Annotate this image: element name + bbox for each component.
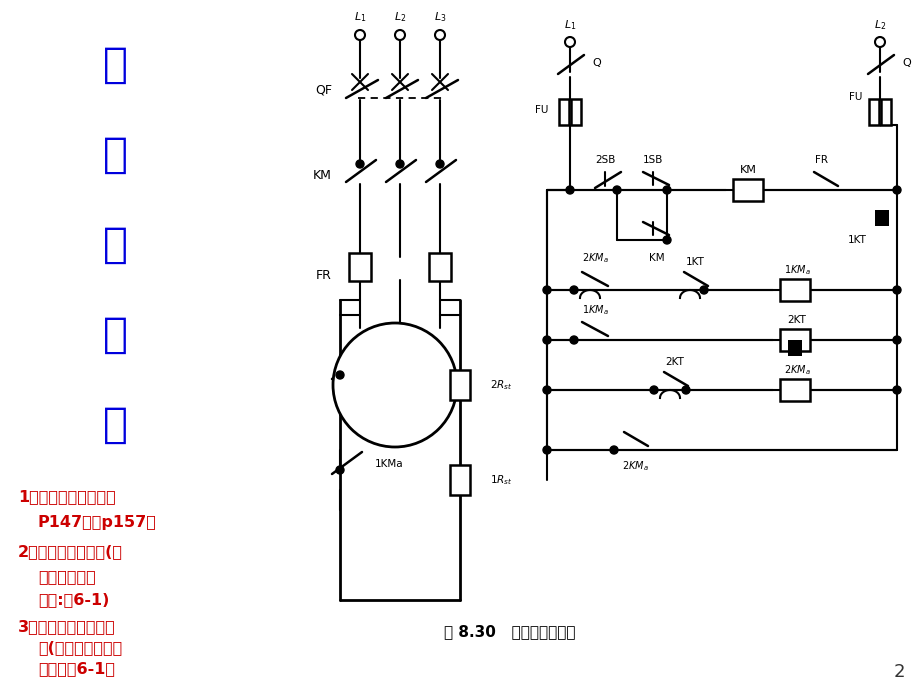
Text: 见(旧书：附录二，: 见(旧书：附录二， bbox=[38, 640, 122, 656]
Circle shape bbox=[892, 336, 900, 344]
Text: FR: FR bbox=[814, 155, 828, 165]
Bar bbox=[779, 329, 809, 351]
Text: 1SB: 1SB bbox=[642, 155, 663, 165]
Text: Q: Q bbox=[591, 58, 600, 68]
Text: $2KM_a$: $2KM_a$ bbox=[621, 459, 648, 473]
Circle shape bbox=[333, 323, 457, 447]
Bar bbox=[571, 99, 581, 125]
Text: 1KMa: 1KMa bbox=[375, 459, 403, 469]
Circle shape bbox=[335, 371, 344, 379]
Text: 2: 2 bbox=[892, 663, 904, 681]
Text: 原: 原 bbox=[102, 44, 128, 86]
Circle shape bbox=[612, 186, 620, 194]
Circle shape bbox=[650, 386, 657, 394]
Text: 3、电气技术文字符号: 3、电气技术文字符号 bbox=[18, 620, 116, 635]
Text: KM: KM bbox=[649, 253, 664, 263]
Text: $L_1$: $L_1$ bbox=[563, 18, 575, 32]
Text: KM: KM bbox=[312, 168, 332, 181]
Text: 新书：表6-1）: 新书：表6-1） bbox=[38, 662, 115, 676]
Circle shape bbox=[542, 446, 550, 454]
Bar bbox=[788, 340, 801, 356]
Text: $1KM_a$: $1KM_a$ bbox=[581, 303, 607, 317]
Text: $L_2$: $L_2$ bbox=[873, 18, 885, 32]
Bar bbox=[779, 379, 809, 401]
Bar bbox=[880, 99, 890, 125]
Circle shape bbox=[663, 236, 670, 244]
Text: 例: 例 bbox=[102, 404, 128, 446]
Text: 1KT: 1KT bbox=[847, 235, 866, 245]
Circle shape bbox=[436, 160, 444, 168]
Text: FR: FR bbox=[316, 268, 332, 282]
Circle shape bbox=[570, 336, 577, 344]
Circle shape bbox=[335, 466, 344, 474]
Text: 示: 示 bbox=[102, 314, 128, 356]
Text: $2KM_a$: $2KM_a$ bbox=[581, 251, 607, 265]
Text: $1R_{st}$: $1R_{st}$ bbox=[490, 473, 512, 487]
Circle shape bbox=[609, 446, 618, 454]
Circle shape bbox=[542, 286, 550, 294]
Bar bbox=[732, 179, 762, 201]
Text: 新书:表6-1): 新书:表6-1) bbox=[38, 593, 109, 607]
Circle shape bbox=[356, 160, 364, 168]
Text: $L_3$: $L_3$ bbox=[433, 10, 446, 24]
Text: $2KM_a$: $2KM_a$ bbox=[783, 363, 810, 377]
Circle shape bbox=[542, 386, 550, 394]
Circle shape bbox=[892, 286, 900, 294]
Text: Q: Q bbox=[901, 58, 910, 68]
Bar bbox=[779, 279, 809, 301]
Text: 2SB: 2SB bbox=[595, 155, 615, 165]
Circle shape bbox=[663, 186, 670, 194]
Text: 图: 图 bbox=[102, 224, 128, 266]
Bar bbox=[868, 99, 878, 125]
Text: 2、电气图形符号见(旧: 2、电气图形符号见(旧 bbox=[18, 544, 123, 560]
Text: 理: 理 bbox=[102, 134, 128, 176]
Text: FU: FU bbox=[847, 92, 861, 102]
Text: $1KM_a$: $1KM_a$ bbox=[783, 263, 810, 277]
Text: FU: FU bbox=[534, 105, 548, 115]
Circle shape bbox=[570, 286, 577, 294]
Bar bbox=[874, 210, 888, 226]
Circle shape bbox=[681, 386, 689, 394]
Text: 书：附录一。: 书：附录一。 bbox=[38, 569, 96, 584]
Text: 1KT: 1KT bbox=[685, 257, 704, 267]
Circle shape bbox=[892, 386, 900, 394]
Text: 2KT: 2KT bbox=[664, 357, 684, 367]
Text: KM: KM bbox=[739, 165, 755, 175]
Bar bbox=[449, 370, 470, 400]
Text: 2KMa: 2KMa bbox=[375, 364, 403, 374]
Bar bbox=[559, 99, 568, 125]
Text: 2KT: 2KT bbox=[787, 315, 806, 325]
Text: $2R_{st}$: $2R_{st}$ bbox=[490, 378, 512, 392]
Text: 图 8.30   原理线路图示例: 图 8.30 原理线路图示例 bbox=[444, 624, 575, 640]
Circle shape bbox=[892, 186, 900, 194]
Bar bbox=[449, 465, 470, 495]
Circle shape bbox=[565, 186, 573, 194]
Text: $L_2$: $L_2$ bbox=[393, 10, 405, 24]
Circle shape bbox=[395, 160, 403, 168]
Bar bbox=[348, 253, 370, 281]
Text: P147（新p157）: P147（新p157） bbox=[38, 515, 157, 529]
Circle shape bbox=[542, 336, 550, 344]
Text: 1、原理图的基本规则: 1、原理图的基本规则 bbox=[18, 489, 116, 504]
Text: 3~: 3~ bbox=[385, 393, 403, 406]
Bar bbox=[428, 253, 450, 281]
Text: M: M bbox=[387, 359, 403, 375]
Text: QF: QF bbox=[314, 83, 332, 97]
Circle shape bbox=[699, 286, 708, 294]
Text: $L_1$: $L_1$ bbox=[354, 10, 366, 24]
